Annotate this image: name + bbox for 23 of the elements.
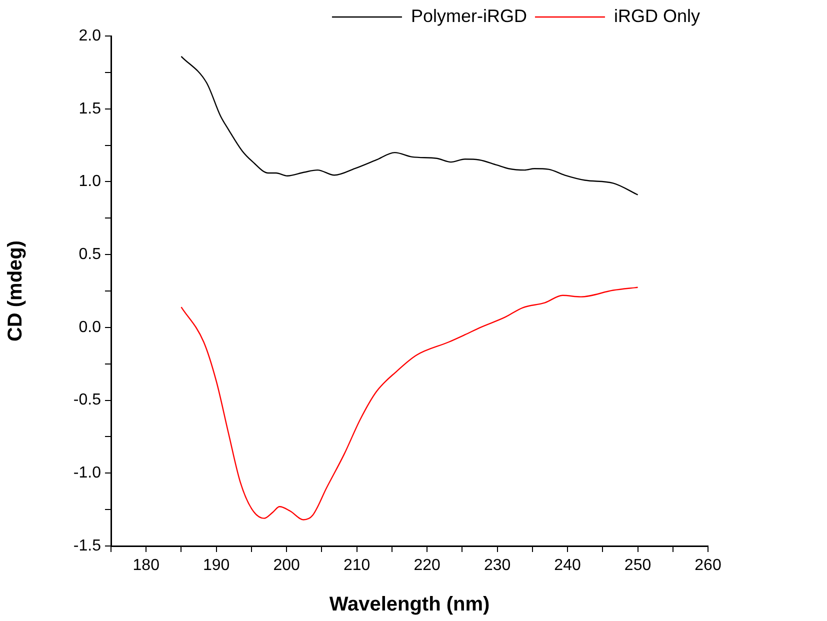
line-series xyxy=(180,286,638,520)
y-tick-label: 0.5 xyxy=(78,246,102,263)
x-tick-label: 250 xyxy=(624,557,652,574)
x-tick-label: 190 xyxy=(203,557,230,574)
y-tick-label: 1.5 xyxy=(78,100,102,118)
x-tick-label: 220 xyxy=(414,557,441,574)
y-axis-title: CD (mdeg) xyxy=(4,240,27,342)
y-tick-label: -1.0 xyxy=(73,464,102,482)
x-tick-label: 200 xyxy=(273,557,300,574)
x-tick-label: 180 xyxy=(132,557,160,574)
x-axis-title: Wavelength (nm) xyxy=(329,594,490,616)
x-tick-label: 240 xyxy=(554,557,581,574)
line-series xyxy=(180,56,638,196)
y-tick-label: -1.5 xyxy=(73,537,102,554)
x-tick-label: 210 xyxy=(343,557,370,574)
legend-label: Polymer-iRGD xyxy=(410,6,527,26)
y-tick-label: 0.0 xyxy=(78,318,102,336)
x-tick-label: 230 xyxy=(484,557,511,574)
y-tick-label: 1.0 xyxy=(78,173,102,190)
y-tick-label: 2.0 xyxy=(78,27,102,44)
y-tick-label: -0.5 xyxy=(73,392,102,409)
legend-label: iRGD Only xyxy=(614,6,700,26)
x-tick-label: 260 xyxy=(694,557,722,574)
